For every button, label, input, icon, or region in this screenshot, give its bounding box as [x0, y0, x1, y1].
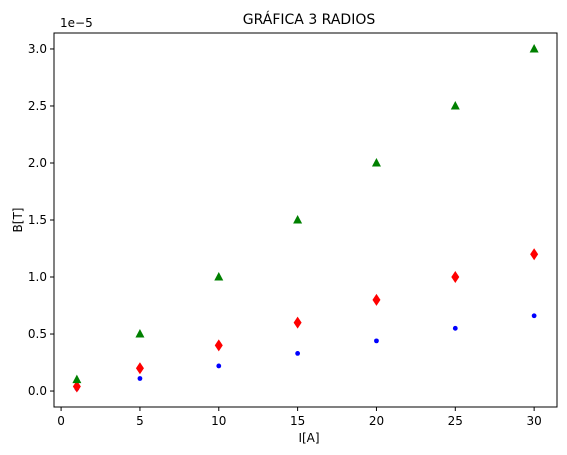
data-point-diamond: [214, 339, 223, 352]
y-tick-label: 0.5: [28, 327, 47, 341]
data-point-diamond: [72, 380, 81, 393]
data-point-diamond: [293, 316, 302, 329]
data-point-circle: [531, 313, 537, 319]
y-tick-label: 2.5: [28, 99, 47, 113]
chart-title: GRÁFICA 3 RADIOS: [243, 11, 376, 28]
data-point-circle: [374, 338, 379, 344]
data-point-triangle: [293, 215, 303, 224]
data-point-circle: [137, 376, 143, 381]
x-tick-label: 15: [290, 414, 305, 428]
x-tick-label: 10: [211, 414, 226, 428]
data-point-circle: [216, 363, 222, 369]
x-tick-label: 20: [369, 414, 384, 428]
data-markers: [72, 43, 539, 393]
x-tick-label: 30: [526, 414, 541, 428]
data-point-diamond: [135, 362, 144, 375]
y-tick-label: 1.0: [28, 270, 47, 284]
y-axis-label: B[T]: [11, 208, 25, 233]
data-point-triangle: [72, 374, 82, 384]
data-point-circle: [295, 351, 301, 356]
x-tick-label: 0: [57, 414, 65, 428]
x-tick-label: 5: [136, 414, 144, 428]
x-axis-label: I[A]: [298, 431, 319, 445]
x-tick-label: 25: [448, 414, 463, 428]
y-tick-label: 3.0: [28, 42, 47, 56]
data-point-diamond: [530, 248, 539, 261]
data-point-diamond: [372, 293, 381, 306]
data-point-triangle: [371, 157, 381, 167]
data-point-diamond: [451, 271, 460, 284]
y-tick-label: 1.5: [28, 213, 47, 227]
y-offset-label: 1e−5: [60, 16, 93, 30]
data-point-triangle: [529, 43, 539, 53]
axes: 0 5 10 15 20 25 30 0.0 0.5 1.0 1.5 2.0 2.5 3.0: [28, 42, 542, 428]
data-point-triangle: [450, 100, 460, 110]
y-tick-label: 2.0: [28, 156, 47, 170]
y-tick-label: 0.0: [28, 384, 47, 398]
data-point-circle: [452, 325, 458, 331]
plot-frame: [53, 32, 558, 408]
data-point-triangle: [135, 329, 145, 338]
data-point-triangle: [214, 272, 224, 281]
